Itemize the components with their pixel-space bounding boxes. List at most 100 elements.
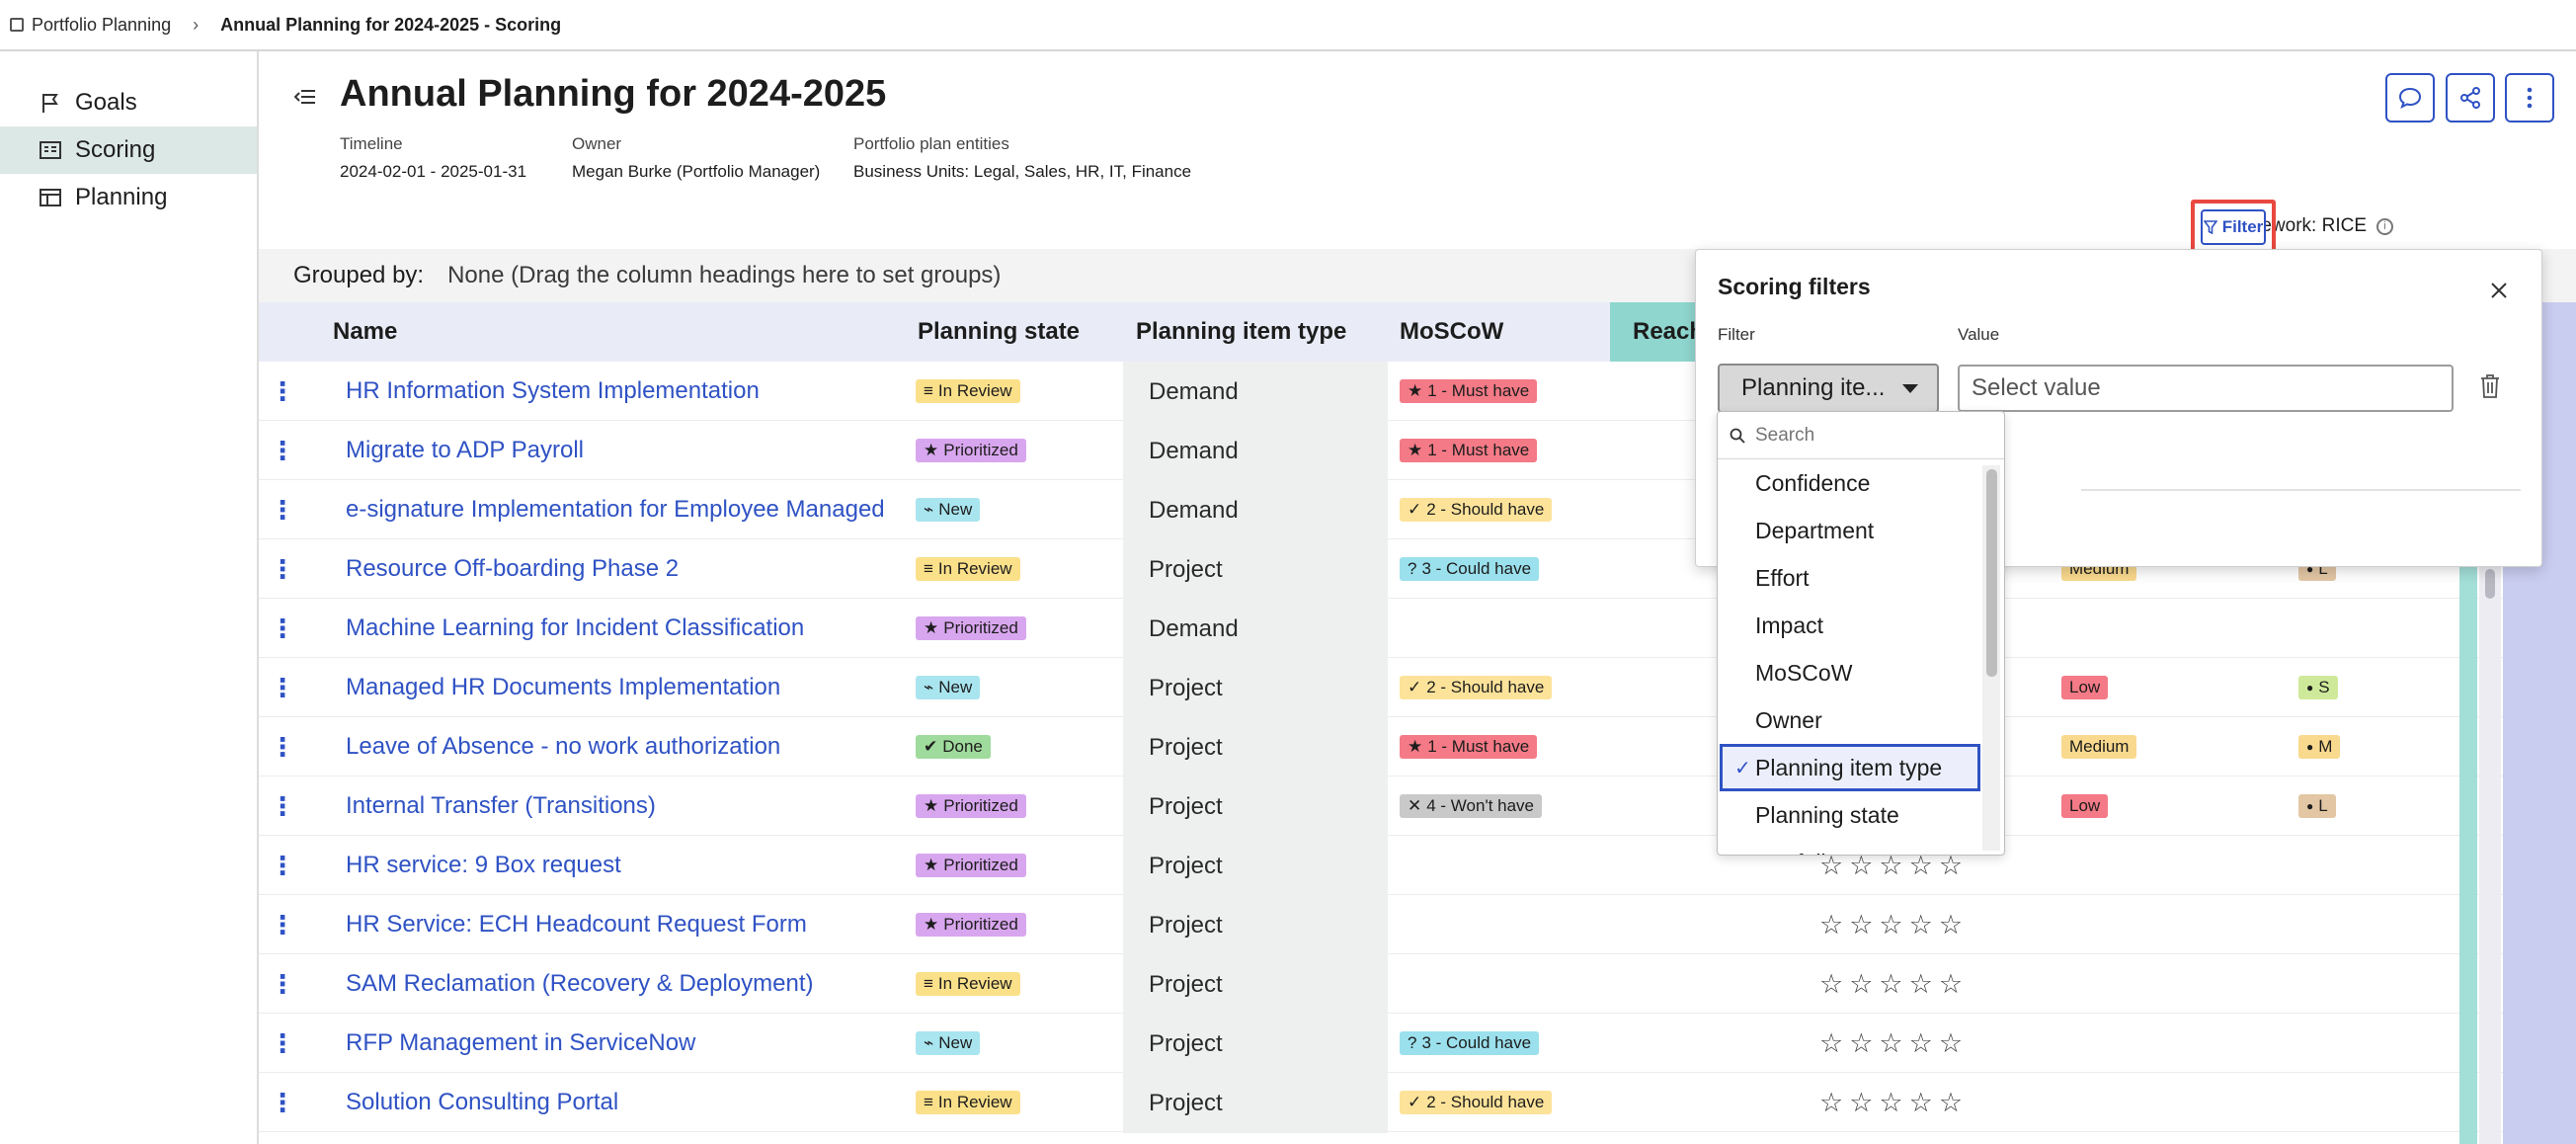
star-rating[interactable]: ☆☆☆☆☆	[1819, 1087, 1970, 1117]
row-name-link[interactable]: Managed HR Documents Implementation	[346, 674, 781, 700]
status-badge: ≡ In Review	[916, 972, 1020, 996]
filter-button[interactable]: Filter	[2201, 209, 2266, 245]
effort-badge-label: S	[2318, 678, 2330, 696]
collapse-sidebar-icon[interactable]	[293, 85, 316, 111]
row-menu-icon[interactable]: ⋮	[270, 435, 295, 465]
dropdown-option[interactable]: Planning state	[1718, 791, 1982, 839]
row-name-link[interactable]: Resource Off-boarding Phase 2	[346, 555, 680, 582]
row-menu-icon[interactable]: ⋮	[270, 850, 295, 880]
state-icon: ⌁	[924, 678, 934, 696]
table-row[interactable]: ⋮ SAM Reclamation (Recovery & Deployment)…	[259, 954, 2576, 1015]
table-row[interactable]: ⋮ Machine Learning for Incident Classific…	[259, 599, 2576, 659]
column-header-planning-state[interactable]: Planning state	[918, 318, 1081, 345]
info-icon[interactable]: i	[2376, 217, 2393, 235]
row-name-link[interactable]: HR Information System Implementation	[346, 377, 760, 404]
close-icon[interactable]	[2490, 276, 2508, 306]
trash-icon[interactable]	[2479, 373, 2505, 403]
dropdown-option[interactable]: ✓ Planning item type	[1720, 744, 1980, 791]
dropdown-option[interactable]: Portfolio	[1718, 839, 1982, 856]
row-planning-state: ⌁ New	[916, 1014, 981, 1073]
star-rating[interactable]: ☆☆☆☆☆	[1819, 909, 1970, 940]
row-name-link[interactable]: HR Service: ECH Headcount Request Form	[346, 911, 807, 938]
table-row[interactable]: ⋮ Migrate to ADP Payroll ★ Prioritized Deman…	[259, 421, 2576, 481]
scrollbar-thumb[interactable]	[2485, 569, 2495, 599]
row-menu-icon[interactable]: ⋮	[270, 968, 295, 999]
table-row[interactable]: ⋮ Solution Consulting Portal ≡ In Review Pro…	[259, 1073, 2576, 1133]
status-badge-label: Prioritized	[943, 856, 1018, 874]
moscow-badge-label: 3 - Could have	[1421, 1033, 1532, 1052]
scoring-table: Name Planning state Planning item type M…	[259, 302, 2576, 1144]
row-impact: Low	[2061, 658, 2109, 717]
row-name-link[interactable]: HR service: 9 Box request	[346, 852, 621, 878]
row-menu-icon[interactable]: ⋮	[270, 553, 295, 584]
row-name-link[interactable]: Leave of Absence - no work authorization	[346, 733, 781, 760]
filter-select[interactable]: Planning ite...	[1718, 364, 1939, 413]
column-header-planning-item-type[interactable]: Planning item type	[1136, 318, 1347, 345]
status-badge: ≡ In Review	[916, 379, 1020, 403]
filter-select-value: Planning ite...	[1741, 374, 1886, 401]
sidebar-item-label: Scoring	[75, 136, 156, 163]
column-header-name[interactable]: Name	[333, 318, 398, 345]
more-vertical-icon	[2527, 87, 2533, 109]
share-button[interactable]	[2446, 73, 2495, 123]
moscow-icon: ?	[1408, 559, 1417, 578]
row-menu-icon[interactable]: ⋮	[270, 672, 295, 702]
row-name-link[interactable]: Migrate to ADP Payroll	[346, 437, 584, 463]
table-row[interactable]: ⋮ Leave of Absence - no work authorizatio…	[259, 717, 2576, 777]
breadcrumb-parent-link[interactable]: Portfolio Planning	[32, 14, 172, 35]
row-menu-icon[interactable]: ⋮	[270, 1027, 295, 1058]
row-menu-icon[interactable]: ⋮	[270, 790, 295, 821]
search-input[interactable]	[1755, 424, 1982, 447]
row-name-link[interactable]: Internal Transfer (Transitions)	[346, 792, 656, 819]
value-input[interactable]	[1958, 365, 2454, 412]
dropdown-option[interactable]: MoSCoW	[1718, 649, 1982, 696]
state-icon: ⌁	[924, 500, 934, 519]
table-row[interactable]: ⋮ HR Information System Implementation ≡ In…	[259, 362, 2576, 422]
scrollbar-thumb[interactable]	[1986, 469, 1997, 677]
sidebar-item-planning[interactable]: Planning	[0, 174, 257, 221]
dropdown-option[interactable]: Impact	[1718, 602, 1982, 649]
dropdown-option[interactable]: Confidence	[1718, 459, 1982, 507]
status-badge: ★ Prioritized	[916, 794, 1026, 818]
status-badge: ⌁ New	[916, 676, 981, 699]
sidebar-item-scoring[interactable]: Scoring	[0, 126, 257, 174]
star-rating[interactable]: ☆☆☆☆☆	[1819, 968, 1970, 999]
dropdown-option[interactable]: Owner	[1718, 696, 1982, 744]
row-name-link[interactable]: Machine Learning for Incident Classifica…	[346, 614, 805, 641]
row-planning-state: ★ Prioritized	[916, 599, 1026, 658]
main-content: Annual Planning for 2024-2025 Timeline 2…	[259, 51, 2576, 1144]
table-row[interactable]: ⋮ RFP Management in ServiceNow ⌁ New Project…	[259, 1014, 2576, 1074]
row-name-link[interactable]: e-signature Implementation for Employee …	[346, 496, 885, 523]
row-name-link[interactable]: SAM Reclamation (Recovery & Deployment)	[346, 970, 814, 997]
row-name-link[interactable]: RFP Management in ServiceNow	[346, 1029, 696, 1056]
star-rating[interactable]: ☆☆☆☆☆	[1819, 1027, 1970, 1058]
row-menu-icon[interactable]: ⋮	[270, 1087, 295, 1117]
row-menu-icon[interactable]: ⋮	[270, 613, 295, 643]
effort-dot-icon: ●	[2306, 740, 2314, 754]
row-menu-icon[interactable]: ⋮	[270, 375, 295, 406]
sidebar-item-goals[interactable]: Goals	[0, 79, 257, 126]
moscow-icon: ✓	[1408, 500, 1422, 519]
comment-button[interactable]	[2385, 73, 2435, 123]
row-menu-icon[interactable]: ⋮	[270, 731, 295, 762]
dropdown-scrollbar[interactable]	[1982, 465, 2000, 851]
sidebar-item-label: Goals	[75, 89, 137, 116]
dropdown-option[interactable]: Effort	[1718, 554, 1982, 602]
table-row[interactable]: ⋮ e-signature Implementation for Employee…	[259, 480, 2576, 540]
filter-button-highlight: Filter	[2191, 200, 2276, 255]
state-icon: ★	[924, 441, 939, 459]
table-row[interactable]: ⋮ HR Service: ECH Headcount Request Form ★…	[259, 895, 2576, 955]
table-row[interactable]: ⋮ Internal Transfer (Transitions) ★ Priorit…	[259, 776, 2576, 837]
table-row[interactable]: ⋮ HR service: 9 Box request ★ Prioritized Pr…	[259, 836, 2576, 896]
status-badge-label: New	[938, 678, 973, 696]
table-row[interactable]: ⋮ Resource Off-boarding Phase 2 ≡ In Review…	[259, 539, 2576, 600]
column-header-moscow[interactable]: MoSCoW	[1400, 318, 1504, 345]
row-menu-icon[interactable]: ⋮	[270, 494, 295, 525]
table-row[interactable]: ⋮ Managed HR Documents Implementation ⌁ New…	[259, 658, 2576, 718]
row-name-link[interactable]: Solution Consulting Portal	[346, 1089, 619, 1115]
moscow-badge-label: 1 - Must have	[1427, 441, 1530, 459]
value-label: Value	[1958, 325, 2000, 344]
more-options-button[interactable]	[2505, 73, 2554, 123]
dropdown-option[interactable]: Department	[1718, 507, 1982, 554]
row-menu-icon[interactable]: ⋮	[270, 909, 295, 940]
